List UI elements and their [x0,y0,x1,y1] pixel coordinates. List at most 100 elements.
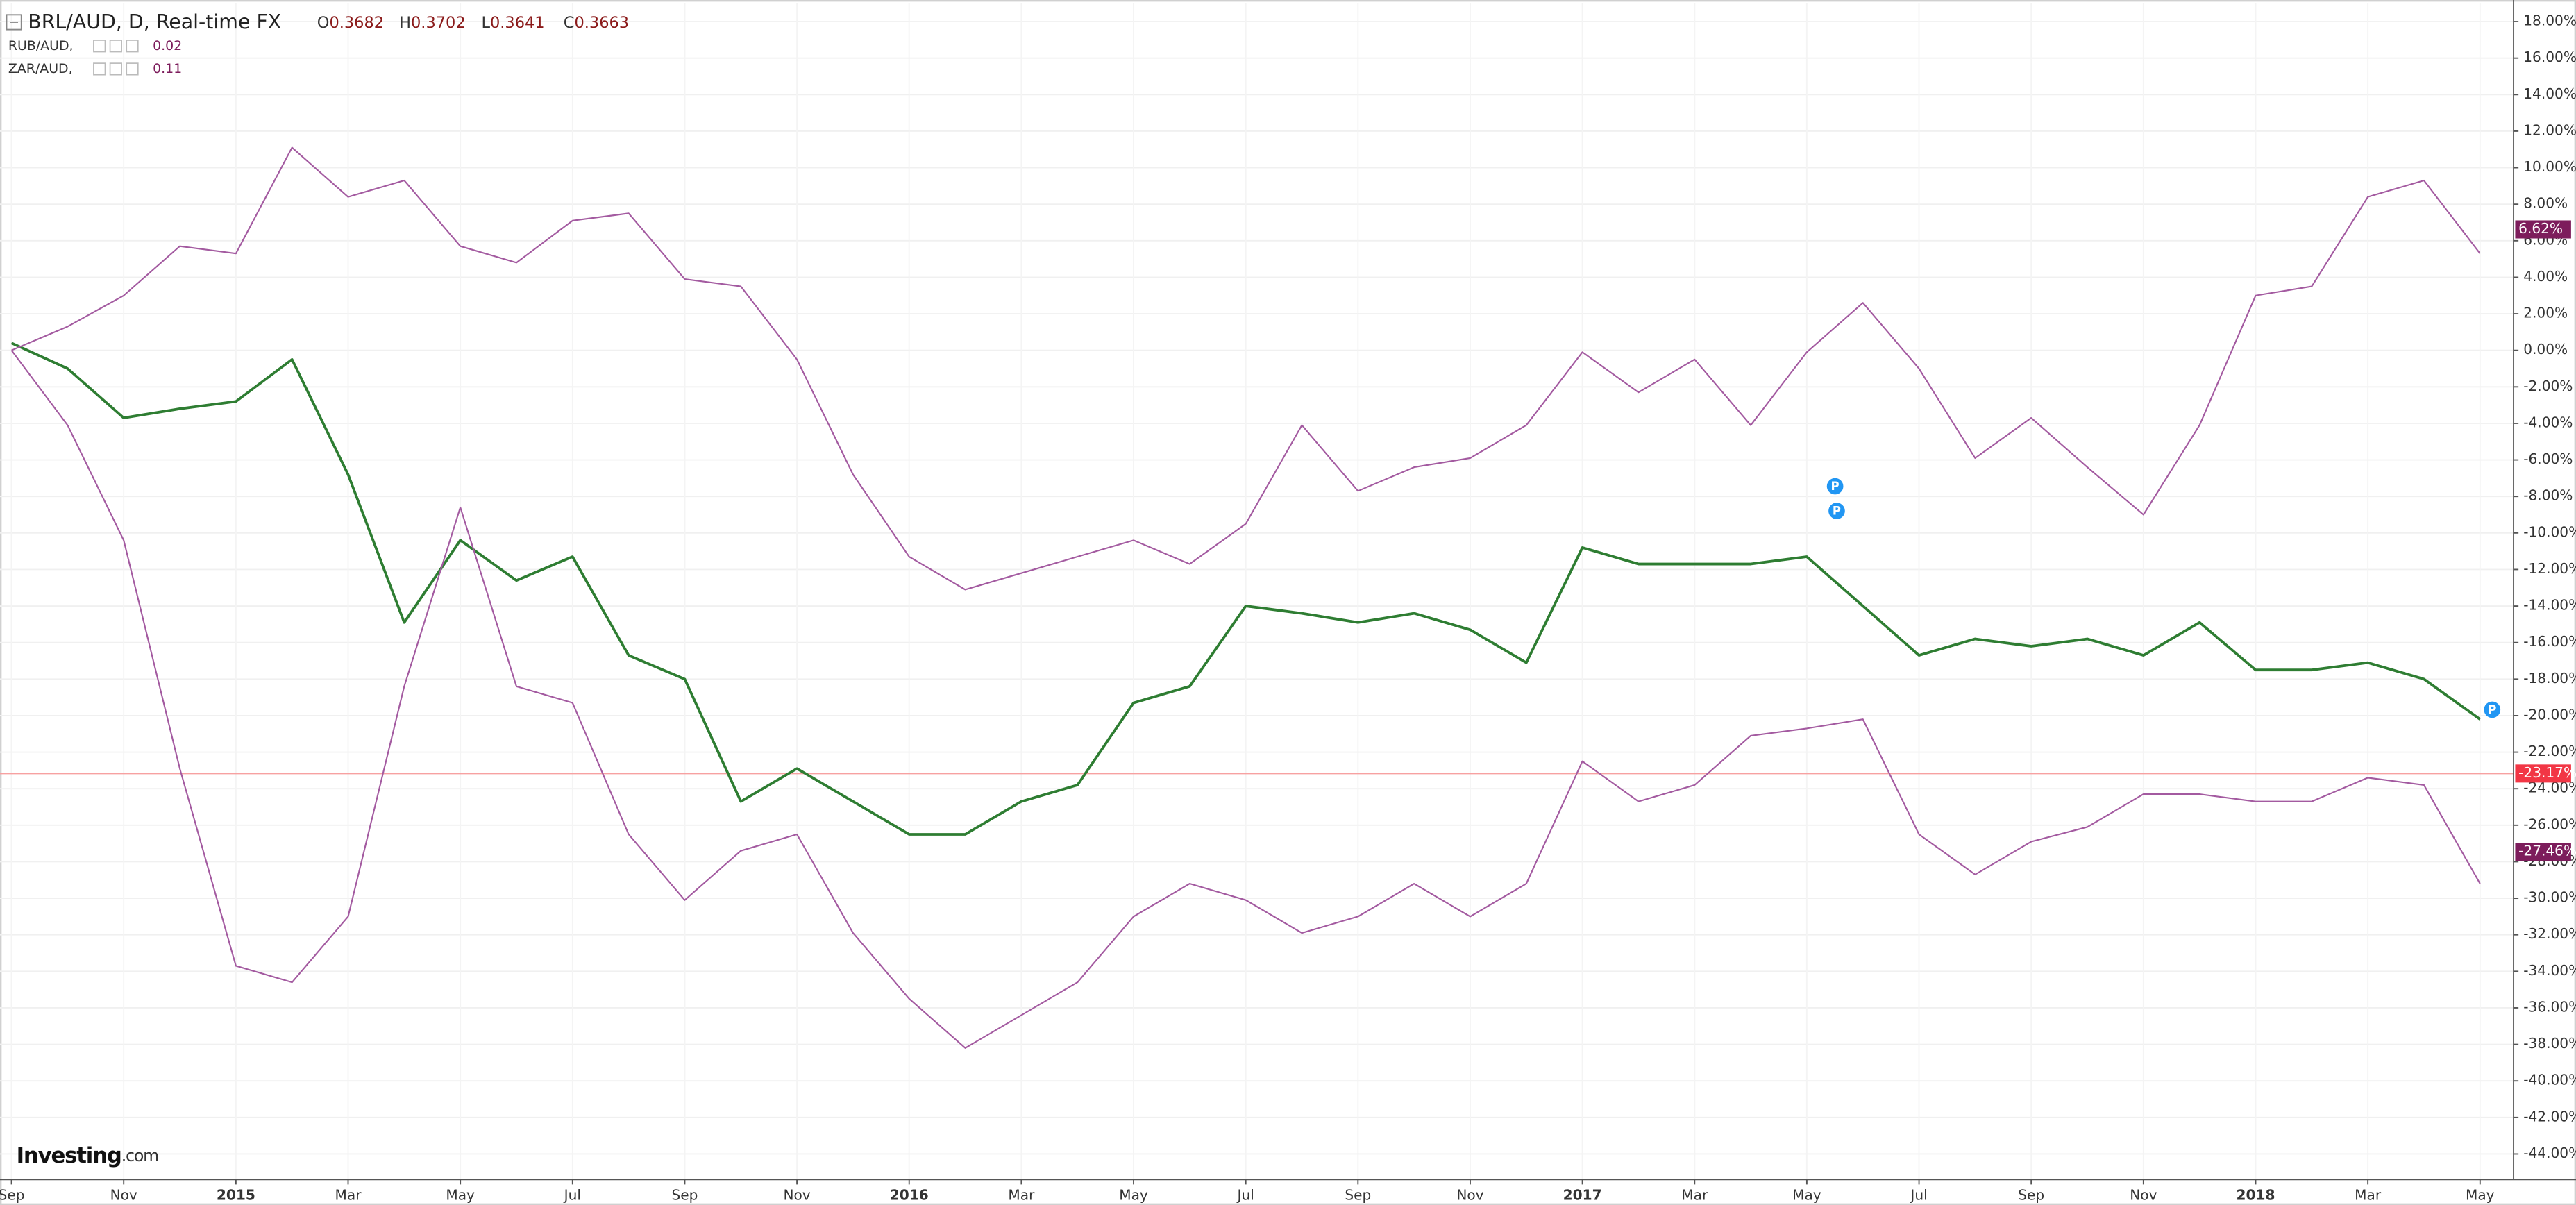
last-value-box [2515,843,2571,861]
x-tick-label: May [1119,1186,1148,1203]
plot: PPP [0,146,2514,1049]
legend-button[interactable] [93,62,106,76]
x-tick-label: 2015 [217,1186,255,1203]
legend-button[interactable] [109,62,122,76]
legend-name: RUB/AUD, [8,38,74,53]
ohlc-item: H0.3702 [399,14,466,32]
ohlc-key: H [399,14,411,32]
last-value-label: -23.17% [2518,764,2576,781]
logo: Investing.com [17,1143,158,1168]
grid [0,3,2514,1180]
y-tick-label: -8.00% [2523,487,2573,504]
legend: BRL/AUD, D, Real-time FX O0.3682 H0.3702 L… [6,10,629,76]
x-tick-label: Jul [1236,1186,1254,1203]
x-tick-label: Nov [2130,1186,2157,1203]
event-marker-label: P [2488,703,2496,716]
y-tick-label: -40.00% [2523,1072,2576,1088]
x-tick-label: Nov [1456,1186,1483,1203]
last-value-label: 6.62% [2518,220,2563,237]
last-value-box [2515,764,2571,783]
y-tick-label: -38.00% [2523,1035,2576,1052]
x-tick-label: Nov [783,1186,810,1203]
x-tick-label: May [446,1186,475,1203]
ohlc-key: C [564,14,575,32]
y-tick-label: -34.00% [2523,962,2576,979]
logo-main: Investing [17,1143,121,1168]
event-marker[interactable] [1828,503,1845,519]
collapse-icon[interactable] [6,14,22,31]
y-tick-label: -6.00% [2523,450,2573,467]
logo-suffix: .com [121,1146,158,1165]
y-tick-label: -42.00% [2523,1108,2576,1124]
event-marker[interactable] [2484,701,2501,718]
x-tick-label: Mar [1681,1186,1708,1203]
last-value-label: -27.46% [2518,843,2576,859]
compare-line [10,350,2481,1049]
ohlc-item: L0.3641 [481,14,544,32]
y-tick-label: -32.00% [2523,925,2576,942]
y-tick-label: -12.00% [2523,560,2576,577]
x-tick-label: 2018 [2237,1186,2275,1203]
compare-line [11,146,2481,591]
legend-value: 0.02 [153,38,182,53]
x-tick-label: Sep [671,1186,698,1203]
ohlc-item: C0.3663 [564,14,629,32]
y-tick-label: -20.00% [2523,706,2576,723]
ohlc-item: O0.3682 [317,14,384,32]
event-marker-label: P [1833,505,1841,518]
y-tick-label: -18.00% [2523,670,2576,686]
x-tick-label: 2017 [1563,1186,1602,1203]
y-tick-label: 2.00% [2523,305,2568,321]
event-marker-label: P [1831,480,1840,493]
x-tick-label: Mar [1008,1186,1035,1203]
y-tick-label: -16.00% [2523,633,2576,650]
y-tick-label: 16.00% [2523,49,2576,65]
y-tick-label: -36.00% [2523,998,2576,1015]
x-tick-label: May [2466,1186,2495,1203]
legend-value: 0.11 [153,61,182,76]
event-marker[interactable] [1826,478,1844,495]
x-tick-label: Mar [335,1186,362,1203]
y-tick-label: -22.00% [2523,743,2576,759]
y-tick-label: 0.00% [2523,341,2568,357]
x-tick-label: Sep [1345,1186,1371,1203]
legend-name: ZAR/AUD, [8,61,73,76]
ohlc-value: 0.3682 [329,14,384,32]
ohlc-key: L [481,14,490,32]
y-tick-label: -2.00% [2523,378,2573,394]
legend-button[interactable] [93,40,106,53]
y-tick-label: -44.00% [2523,1145,2576,1161]
x-tick-label: May [1792,1186,1821,1203]
price-line [10,342,2481,836]
y-tick-label: 4.00% [2523,268,2568,285]
ohlc-value: 0.3641 [490,14,545,32]
y-tick-label: 14.00% [2523,85,2576,102]
x-tick-label: Nov [110,1186,137,1203]
axes: 18.00%16.00%14.00%12.00%10.00%8.00%6.00%… [0,12,2576,1204]
legend-button[interactable] [109,40,122,53]
y-tick-label: 18.00% [2523,12,2576,29]
y-tick-label: 8.00% [2523,195,2568,212]
y-tick-label: -30.00% [2523,889,2576,906]
x-tick-label: Sep [0,1186,25,1203]
y-tick-label: -14.00% [2523,597,2576,614]
ohlc-key: O [317,14,330,32]
x-tick-label: Mar [2355,1186,2382,1203]
chart-title: BRL/AUD, D, Real-time FX [28,10,281,33]
x-tick-label: Jul [1909,1186,1927,1203]
legend-button[interactable] [126,62,139,76]
x-tick-label: 2016 [890,1186,929,1203]
y-tick-label: -10.00% [2523,523,2576,540]
ohlc-value: 0.3702 [411,14,466,32]
y-tick-label: -26.00% [2523,816,2576,832]
legend-button[interactable] [126,40,139,53]
y-tick-label: 10.00% [2523,158,2576,175]
y-tick-label: 12.00% [2523,121,2576,138]
x-tick-label: Sep [2018,1186,2044,1203]
last-value-box [2515,220,2571,239]
ohlc-value: 0.3663 [574,14,629,32]
y-tick-label: -4.00% [2523,414,2573,430]
